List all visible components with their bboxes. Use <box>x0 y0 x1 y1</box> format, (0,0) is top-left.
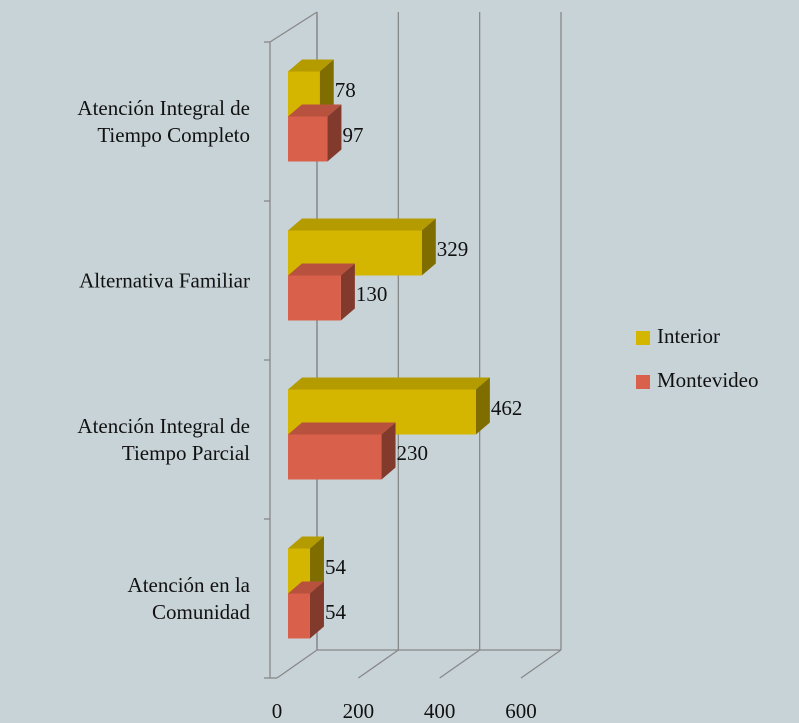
value-label: 97 <box>342 123 363 147</box>
bar-side <box>319 59 334 117</box>
value-label: 462 <box>491 396 523 420</box>
bar-side <box>421 218 436 276</box>
floor-grid-line <box>520 649 562 679</box>
bar <box>288 434 382 480</box>
x-tick-label: 600 <box>505 699 537 723</box>
legend-swatch <box>636 331 650 345</box>
bar <box>288 116 328 162</box>
x-tick-label: 200 <box>343 699 375 723</box>
bar-top <box>288 59 334 72</box>
floor-grid-line <box>276 649 318 679</box>
bar <box>288 275 341 321</box>
value-label: 78 <box>335 78 356 102</box>
floor-grid-line <box>439 649 481 679</box>
x-tick-label: 400 <box>424 699 456 723</box>
y-tick-label: Atención Integral de Tiempo Completo <box>77 95 250 147</box>
bar-top <box>288 218 436 231</box>
left-wall-top <box>269 11 318 43</box>
bar-top <box>288 422 396 435</box>
bar-side <box>309 581 324 639</box>
bar-side <box>309 536 324 594</box>
bar <box>288 593 310 639</box>
value-label: 329 <box>437 237 469 261</box>
bar-side <box>475 377 490 435</box>
legend-label: Interior <box>657 324 720 348</box>
bar-side <box>327 104 342 162</box>
bar-top <box>288 536 324 549</box>
bar-top <box>288 581 324 594</box>
bar-side <box>340 263 355 321</box>
y-tick-label: Atención Integral de Tiempo Parcial <box>77 413 250 465</box>
bar-side <box>381 422 396 480</box>
bar-top <box>288 263 355 276</box>
legend-label: Montevideo <box>657 368 758 392</box>
value-label: 130 <box>356 282 388 306</box>
y-tick-label: Atención en la Comunidad <box>127 572 250 624</box>
bar-top <box>288 377 490 390</box>
floor-grid-line <box>357 649 399 679</box>
legend-swatch <box>636 375 650 389</box>
bar-top <box>288 104 342 117</box>
x-tick-label: 0 <box>272 699 283 723</box>
value-label: 230 <box>397 441 429 465</box>
y-tick-label: Alternativa Familiar <box>79 268 250 292</box>
value-label: 54 <box>325 600 347 624</box>
value-label: 54 <box>325 555 347 579</box>
